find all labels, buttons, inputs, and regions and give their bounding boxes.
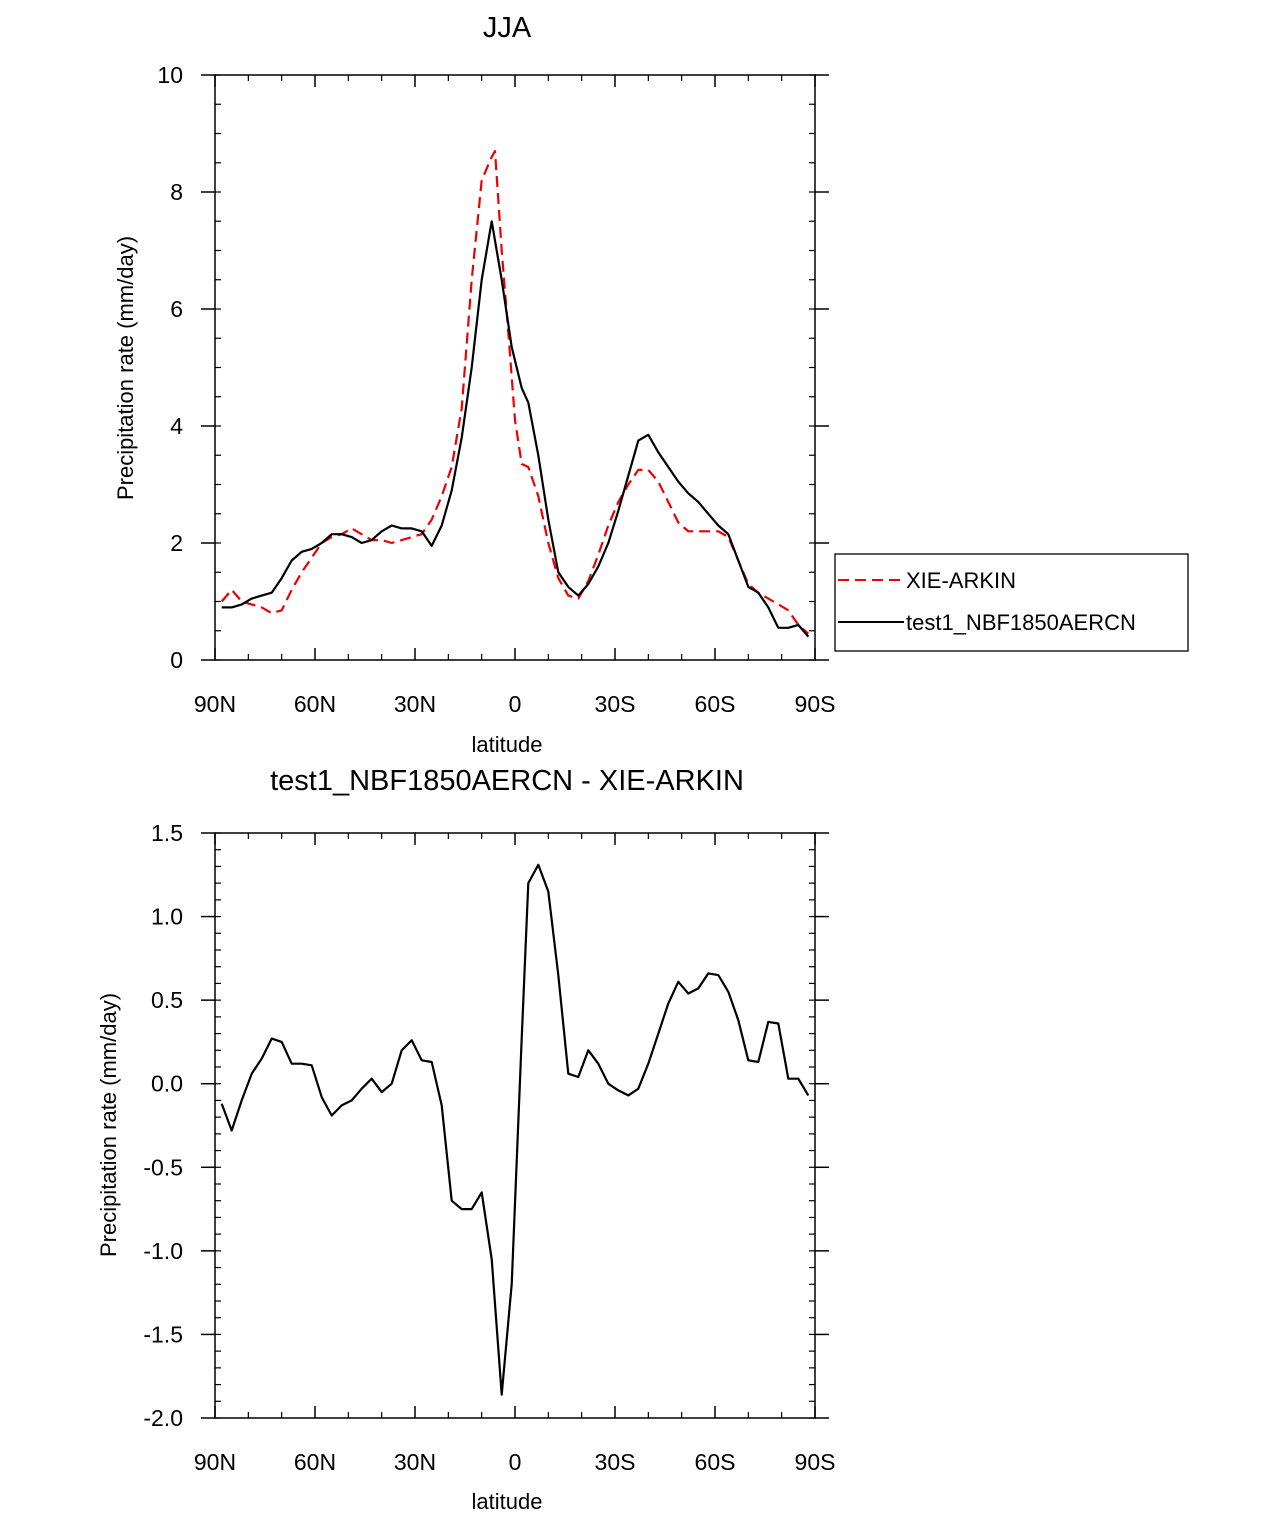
x-tick-label: 0 (509, 1449, 522, 1475)
x-axis-label: latitude (472, 1489, 543, 1514)
y-tick-label: 1.0 (151, 904, 183, 930)
legend-box (834, 553, 1189, 652)
y-tick-label: -1.5 (143, 1321, 183, 1347)
panel-bottom: test1_NBF1850AERCN - XIE-ARKIN 90N 60N 30N… (96, 765, 835, 1514)
x-tick-label: 30N (394, 1449, 436, 1475)
y-axis-label: Precipitation rate (mm/day) (113, 236, 138, 500)
y-tick-label: 0.0 (151, 1071, 183, 1097)
y-tick-label: -2.0 (143, 1405, 183, 1431)
y-tick-label: 8 (170, 179, 183, 205)
x-tick-label: 60S (695, 691, 736, 717)
plot-frame (214, 832, 816, 1419)
legend-label-model: test1_NBF1850AERCN (906, 610, 1136, 635)
series-line-test1-nbf1850aercn-xie-arkin (220, 863, 810, 1396)
chart-title: JJA (483, 12, 532, 44)
x-tick-label: 60N (294, 691, 336, 717)
y-tick-label: 0.5 (151, 987, 183, 1013)
y-tick-label: 0 (170, 647, 183, 673)
x-tick-label: 30N (394, 691, 436, 717)
plot-area: 90N 60N 30N 0 30S 60S 90S 0 2 4 6 8 10 (157, 62, 835, 717)
x-tick-label: 60S (695, 1449, 736, 1475)
y-tick-label: 2 (170, 530, 183, 556)
y-tick-label: 10 (157, 62, 183, 88)
legend: XIE-ARKIN test1_NBF1850AERCN (834, 553, 1189, 652)
series-line-xie-arkin (220, 150, 810, 635)
x-tick-label: 90N (194, 1449, 236, 1475)
y-axis-label: Precipitation rate (mm/day) (96, 993, 121, 1257)
x-tick-label: 90N (194, 691, 236, 717)
x-tick-label: 0 (509, 691, 522, 717)
y-tick-label: 4 (170, 413, 183, 439)
y-tick-label: 1.5 (151, 820, 183, 846)
x-tick-label: 90S (795, 691, 836, 717)
x-tick-label: 60N (294, 1449, 336, 1475)
x-tick-label: 30S (595, 691, 636, 717)
plot-area: 90N 60N 30N 0 30S 60S 90S -2.0 -1.5 -1.0 -0.5 0.0 0.… (143, 820, 835, 1475)
x-tick-label: 90S (795, 1449, 836, 1475)
chart-title: test1_NBF1850AERCN - XIE-ARKIN (270, 765, 744, 797)
series-line-test1-nbf1850aercn (221, 220, 810, 638)
y-tick-label: 6 (170, 296, 183, 322)
panel-top: JJA 90N 60N 30N 0 30S 60S 90S 0 2 4 6 8 10 Precipita… (113, 12, 1189, 757)
x-axis-label: latitude (472, 732, 543, 757)
x-tick-label: 30S (595, 1449, 636, 1475)
y-tick-label: -0.5 (143, 1154, 183, 1180)
legend-label-xie-arkin: XIE-ARKIN (906, 568, 1016, 593)
plot-frame (214, 74, 816, 661)
y-tick-label: -1.0 (143, 1238, 183, 1264)
